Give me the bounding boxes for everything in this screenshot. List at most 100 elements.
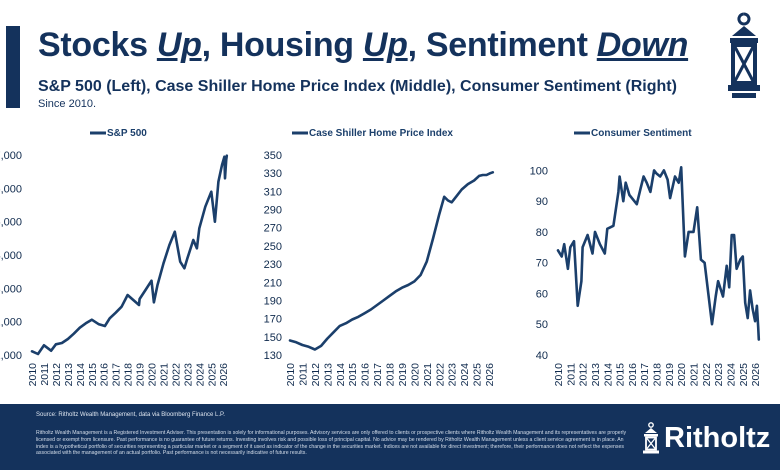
x-tick-label: 2023 — [713, 363, 725, 387]
x-tick-label: 2021 — [158, 363, 170, 387]
page-title: Stocks Up, Housing Up, Sentiment Down — [38, 26, 688, 65]
x-tick-label: 2020 — [409, 363, 421, 387]
x-tick-label: 2013 — [63, 363, 75, 387]
footer-source: Source: Ritholtz Wealth Management, data… — [36, 412, 225, 418]
y-tick-label: 50 — [536, 319, 548, 331]
x-tick-label: 2024 — [725, 363, 737, 387]
x-tick-label: 2019 — [397, 363, 409, 387]
x-tick-label: 2011 — [565, 363, 577, 386]
y-tick-label: 40 — [536, 350, 548, 362]
x-tick-label: 2016 — [99, 363, 111, 387]
charts-area: S&P 500 1,000 2,000 3,000 4,000 5,000 6,000 7,0… — [0, 128, 762, 386]
x-tick-label: 2025 — [206, 363, 218, 387]
x-tick-label: 2017 — [111, 363, 123, 387]
y-tick-label: 3,000 — [0, 283, 22, 295]
y-tick-label: 90 — [536, 196, 548, 208]
legend-label: Consumer Sentiment — [591, 128, 692, 139]
footer: Source: Ritholtz Wealth Management, data… — [0, 404, 780, 470]
y-tick-label: 6,000 — [0, 183, 22, 195]
x-tick-label: 2010 — [553, 363, 565, 387]
x-tick-label: 2012 — [578, 363, 590, 387]
y-tick-label: 190 — [264, 295, 282, 307]
x-tick-label: 2013 — [590, 363, 602, 387]
x-tick-label: 2021 — [422, 363, 434, 387]
y-tick-label: 5,000 — [0, 217, 22, 229]
x-tick-label: 2015 — [87, 363, 99, 387]
x-tick-label: 2019 — [135, 363, 147, 387]
sp500-chart: S&P 500 1,000 2,000 3,000 4,000 5,000 6,000 7,0… — [0, 128, 230, 386]
x-tick-label: 2019 — [664, 363, 676, 387]
x-tick-label: 2014 — [75, 363, 87, 387]
x-tick-label: 2022 — [434, 363, 446, 387]
y-tick-label: 270 — [264, 223, 282, 235]
x-tick-label: 2022 — [701, 363, 713, 387]
x-tick-label: 2026 — [484, 363, 496, 387]
x-tick-label: 2010 — [27, 363, 39, 387]
x-tick-label: 2017 — [639, 363, 651, 387]
y-tick-label: 150 — [264, 332, 282, 344]
title-part-3: , Housing — [201, 26, 363, 64]
x-tick-label: 2016 — [627, 363, 639, 387]
y-tick-label: 170 — [264, 314, 282, 326]
x-tick-label: 2014 — [335, 363, 347, 387]
case-shiller-chart: Case Shiller Home Price Index 130 150 170 19… — [264, 128, 496, 386]
x-tick-label: 2015 — [347, 363, 359, 387]
legend-label: Case Shiller Home Price Index — [309, 128, 453, 139]
brand-name: Ritholtz — [664, 422, 771, 454]
y-tick-label: 80 — [536, 227, 548, 239]
y-tick-label: 70 — [536, 258, 548, 270]
x-tick-label: 2015 — [615, 363, 627, 387]
y-tick-label: 4,000 — [0, 250, 22, 262]
title-accent-bar — [6, 26, 20, 108]
y-tick-label: 100 — [530, 165, 548, 177]
x-tick-label: 2010 — [285, 363, 297, 387]
y-tick-label: 2,000 — [0, 317, 22, 329]
legend-label: S&P 500 — [107, 128, 147, 139]
x-tick-label: 2024 — [459, 363, 471, 387]
y-tick-label: 350 — [264, 150, 282, 162]
y-tick-label: 290 — [264, 205, 282, 217]
title-part-2: Up — [156, 26, 202, 64]
lantern-logo-icon — [728, 12, 760, 98]
x-tick-label: 2018 — [652, 363, 664, 387]
x-tick-label: 2022 — [170, 363, 182, 387]
x-tick-label: 2018 — [385, 363, 397, 387]
footer-disclaimer: Ritholtz Wealth Management is a Register… — [36, 430, 627, 457]
y-tick-label: 7,000 — [0, 150, 22, 162]
title-part-5: , Sentiment — [407, 26, 597, 64]
series-line — [556, 166, 761, 341]
y-tick-label: 60 — [536, 288, 548, 300]
x-tick-label: 2026 — [218, 363, 230, 387]
y-tick-label: 330 — [264, 168, 282, 180]
x-tick-label: 2023 — [182, 363, 194, 387]
x-tick-label: 2024 — [194, 363, 206, 387]
x-tick-label: 2023 — [447, 363, 459, 387]
y-tick-label: 230 — [264, 259, 282, 271]
since-note: Since 2010. — [38, 98, 97, 110]
x-tick-label: 2020 — [676, 363, 688, 387]
title-part-4: Up — [362, 26, 408, 64]
page-subtitle: S&P 500 (Left), Case Shiller Home Price … — [38, 78, 677, 95]
y-tick-label: 250 — [264, 241, 282, 253]
x-tick-label: 2013 — [322, 363, 334, 387]
brand-logo: Ritholtz — [642, 420, 780, 460]
x-tick-label: 2011 — [39, 363, 51, 386]
x-tick-label: 2021 — [688, 363, 700, 387]
x-tick-label: 2018 — [123, 363, 135, 387]
brand-lantern-icon — [643, 422, 659, 454]
y-tick-label: 310 — [264, 186, 282, 198]
series-line — [30, 154, 229, 356]
x-tick-label: 2014 — [602, 363, 614, 387]
series-line — [288, 171, 495, 351]
x-tick-label: 2017 — [372, 363, 384, 387]
y-tick-label: 1,000 — [0, 350, 22, 362]
x-tick-label: 2011 — [297, 363, 309, 386]
y-tick-label: 130 — [264, 350, 282, 362]
x-tick-label: 2012 — [310, 363, 322, 387]
x-tick-label: 2016 — [360, 363, 372, 387]
x-tick-label: 2012 — [51, 363, 63, 387]
x-tick-label: 2020 — [147, 363, 159, 387]
y-tick-label: 210 — [264, 277, 282, 289]
title-part-6: Down — [596, 26, 689, 64]
